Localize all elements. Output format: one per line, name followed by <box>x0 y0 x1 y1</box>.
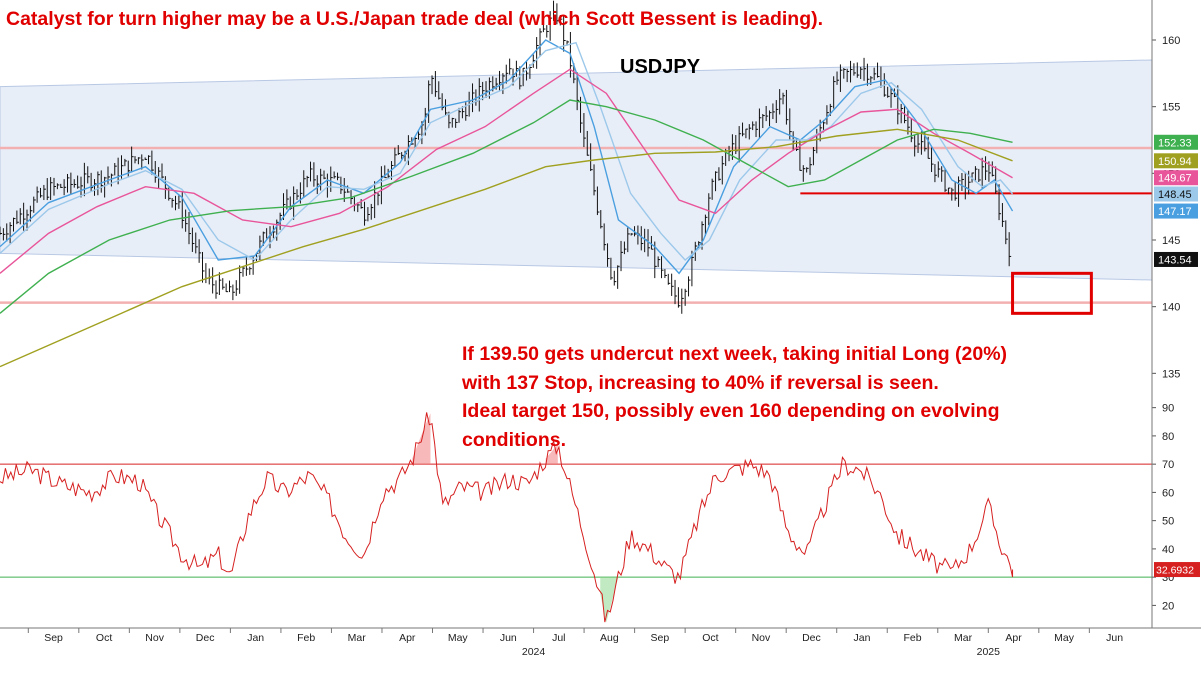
price-tick-label: 160 <box>1162 35 1180 47</box>
rsi-last-label: 32.6932 <box>1156 565 1194 577</box>
rsi-overbought-fill <box>545 444 558 465</box>
month-label: Dec <box>802 632 821 644</box>
month-label: Jan <box>854 632 871 644</box>
trade-annotation: If 139.50 gets undercut next week, takin… <box>462 340 1007 454</box>
rsi-oversold-fill <box>600 577 619 623</box>
price-label: 148.45 <box>1158 189 1192 201</box>
month-label: Nov <box>752 632 771 644</box>
price-tick-label: 145 <box>1162 235 1180 247</box>
month-label: Mar <box>954 632 973 644</box>
price-label-box <box>1154 251 1198 267</box>
moving-average-line <box>0 128 1013 368</box>
month-label: Feb <box>903 632 921 644</box>
rsi-tick-label: 20 <box>1162 600 1174 612</box>
month-label: Aug <box>600 632 619 644</box>
price-label: 150.94 <box>1158 156 1192 168</box>
price-panel <box>0 0 1153 368</box>
moving-average-line <box>0 99 1013 314</box>
month-label: Mar <box>348 632 367 644</box>
annotation-line: with 137 Stop, increasing to 40% if reve… <box>462 371 939 394</box>
price-label-box <box>1154 203 1198 219</box>
headline: Catalyst for turn higher may be a U.S./J… <box>6 8 824 30</box>
price-tick-label: 155 <box>1162 102 1180 114</box>
price-tick-label: 140 <box>1162 302 1180 314</box>
rsi-tick-label: 60 <box>1162 487 1174 499</box>
year-label: 2024 <box>522 646 546 658</box>
rsi-tick-label: 70 <box>1162 459 1174 471</box>
month-label: Jan <box>247 632 264 644</box>
rsi-tick-label: 50 <box>1162 516 1174 528</box>
month-label: Dec <box>196 632 215 644</box>
price-label: 149.67 <box>1158 173 1192 185</box>
price-label-box <box>1154 153 1198 169</box>
month-label: Jun <box>500 632 517 644</box>
rsi-overbought-fill <box>412 413 431 465</box>
axes: 135140145150155160152.33150.94149.67148.… <box>0 0 1201 658</box>
month-label: Nov <box>145 632 164 644</box>
moving-average-line <box>0 68 1013 274</box>
price-label-box <box>1154 170 1198 186</box>
rsi-line <box>0 412 1014 623</box>
rsi-panel <box>0 412 1152 623</box>
rsi-tick-label: 90 <box>1162 403 1174 415</box>
rsi-tick-label: 40 <box>1162 544 1174 556</box>
month-label: Apr <box>1005 632 1022 644</box>
month-label: Sep <box>44 632 63 644</box>
price-label: 143.54 <box>1158 254 1192 266</box>
month-label: Jun <box>1106 632 1123 644</box>
month-label: Jul <box>552 632 565 644</box>
annotation-line: Ideal target 150, possibly even 160 depe… <box>462 400 1000 422</box>
rsi-tick-label: 80 <box>1162 431 1174 443</box>
symbol-label: USDJPY <box>620 56 701 78</box>
annotation-line: conditions. <box>462 428 566 451</box>
price-tick-label: 135 <box>1162 368 1180 380</box>
month-label: Oct <box>96 632 112 644</box>
month-label: Oct <box>702 632 718 644</box>
month-label: Feb <box>297 632 315 644</box>
month-label: Apr <box>399 632 416 644</box>
annotation-line: If 139.50 gets undercut next week, takin… <box>462 343 1008 365</box>
price-label: 152.33 <box>1158 137 1192 149</box>
month-label: May <box>1054 632 1075 644</box>
year-label: 2025 <box>977 646 1001 658</box>
moving-average-line <box>0 39 1014 275</box>
price-label: 147.17 <box>1158 206 1192 218</box>
price-label-box <box>1154 186 1198 202</box>
rsi-last-box <box>1154 562 1200 578</box>
price-label-box <box>1154 134 1198 150</box>
moving-average-line <box>0 41 1014 261</box>
target-box <box>1011 271 1093 315</box>
month-label: Sep <box>651 632 670 644</box>
month-label: May <box>448 632 469 644</box>
